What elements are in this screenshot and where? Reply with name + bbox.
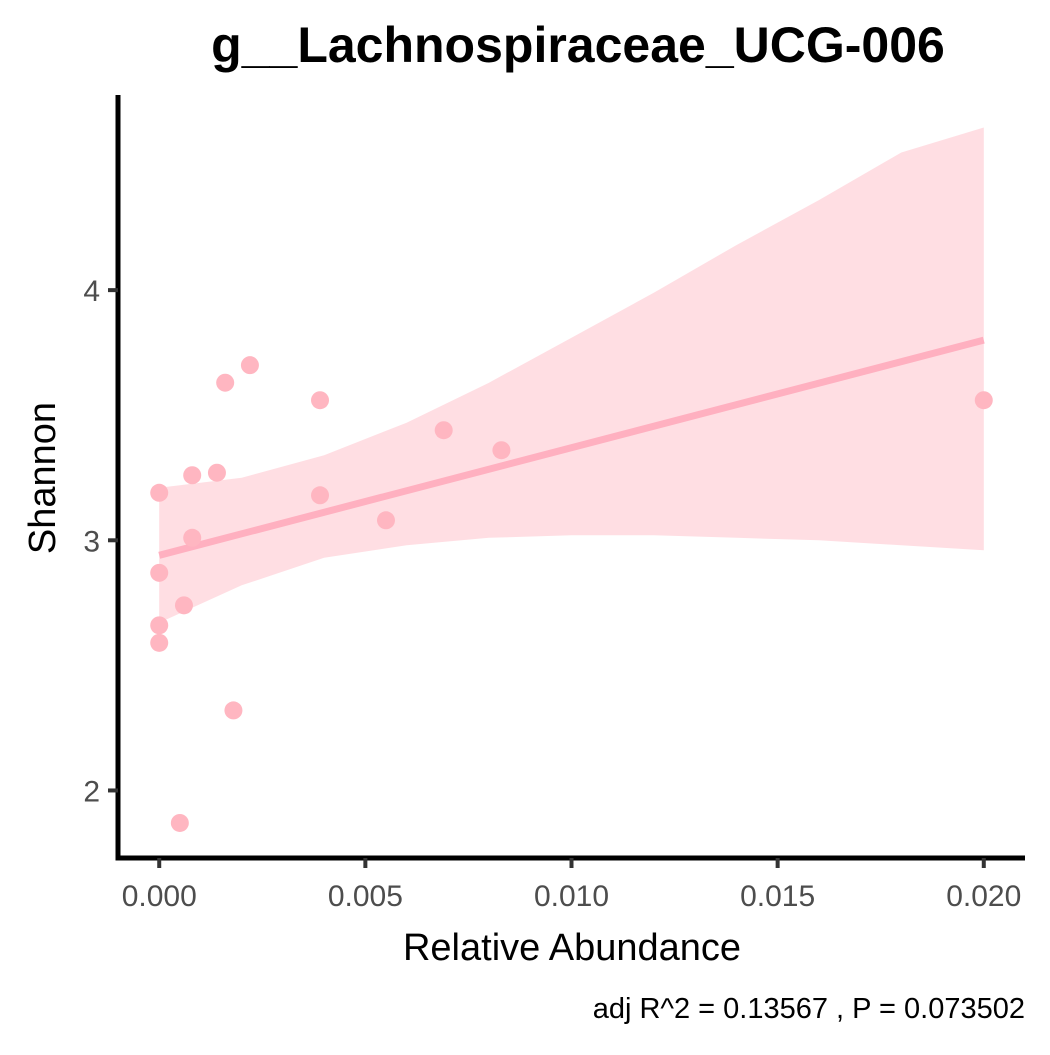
data-point (150, 563, 169, 582)
x-tick-label: 0.020 (946, 880, 1021, 913)
data-point (216, 373, 235, 392)
data-point (207, 463, 226, 482)
y-tick-label: 4 (83, 275, 100, 308)
data-point (240, 356, 259, 375)
data-point (150, 483, 169, 502)
regression-line (158, 336, 985, 559)
data-point (183, 528, 202, 547)
data-point (150, 616, 169, 635)
y-tick-label: 2 (83, 775, 100, 808)
x-axis-title: Relative Abundance (403, 927, 741, 969)
data-point (224, 701, 243, 720)
plot-area: 0.000 0.005 0.010 0.015 0.020 2 3 4 (83, 95, 1025, 913)
data-point (311, 486, 330, 505)
x-tick-label: 0.000 (122, 880, 197, 913)
data-point (492, 441, 511, 460)
data-point (974, 391, 993, 410)
data-point (311, 391, 330, 410)
data-point (150, 633, 169, 652)
x-tick-label: 0.015 (740, 880, 815, 913)
data-point (376, 511, 395, 530)
chart-title: g__Lachnospiraceae_UCG-006 (211, 17, 945, 73)
x-tick-label: 0.005 (328, 880, 403, 913)
x-tick-label: 0.010 (534, 880, 609, 913)
data-point (183, 466, 202, 485)
stats-caption: adj R^2 = 0.13567 , P = 0.073502 (593, 993, 1025, 1025)
data-point (174, 596, 193, 615)
data-point (434, 421, 453, 440)
data-point (170, 813, 189, 832)
y-axis-title: Shannon (22, 402, 64, 554)
y-tick-label: 3 (83, 525, 100, 558)
